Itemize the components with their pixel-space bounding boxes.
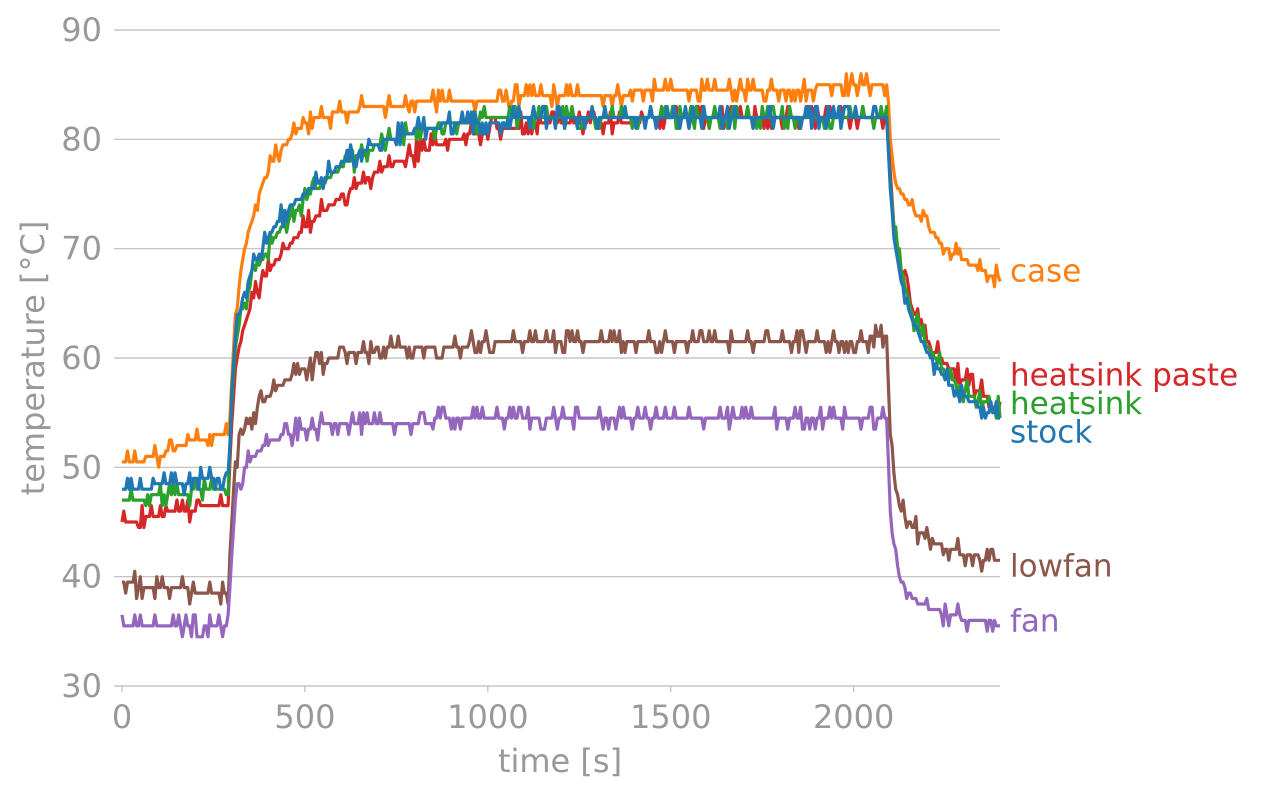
series-line-heatsink-paste <box>120 104 1002 530</box>
x-axis-label: time [s] <box>498 742 622 780</box>
series-line-heatsink <box>122 104 1002 508</box>
series-label-stock: stock <box>1010 414 1092 450</box>
y-tick-label: 90 <box>61 11 102 49</box>
series-line-lowfan <box>122 323 1000 606</box>
series-line-case <box>122 72 1002 469</box>
y-tick-label: 40 <box>61 558 102 596</box>
x-tick-label: 0 <box>112 698 132 736</box>
series-label-case: case <box>1010 254 1081 290</box>
x-tick-label: 1500 <box>630 698 711 736</box>
x-tick-label: 500 <box>274 698 335 736</box>
series-line-stock <box>122 104 1000 497</box>
y-tick-label: 70 <box>61 230 102 268</box>
series-label-fan: fan <box>1010 603 1060 639</box>
y-tick-label: 60 <box>61 339 102 377</box>
x-tick-label: 2000 <box>813 698 894 736</box>
series-lines <box>120 72 1002 639</box>
y-axis: 30 40 50 60 70 80 90 <box>61 11 102 705</box>
y-tick-label: 30 <box>61 667 102 705</box>
series-line-fan <box>120 405 1000 639</box>
y-tick-label: 80 <box>61 120 102 158</box>
x-axis: 0 500 1000 1500 2000 <box>112 686 894 736</box>
series-label-lowfan: lowfan <box>1010 549 1113 585</box>
series-label-heatsink: heatsink <box>1010 386 1142 422</box>
y-axis-label: temperature [°C] <box>14 221 52 496</box>
x-tick-label: 1000 <box>447 698 528 736</box>
y-tick-label: 50 <box>61 448 102 486</box>
series-label-heatsink-paste: heatsink paste <box>1010 357 1238 393</box>
